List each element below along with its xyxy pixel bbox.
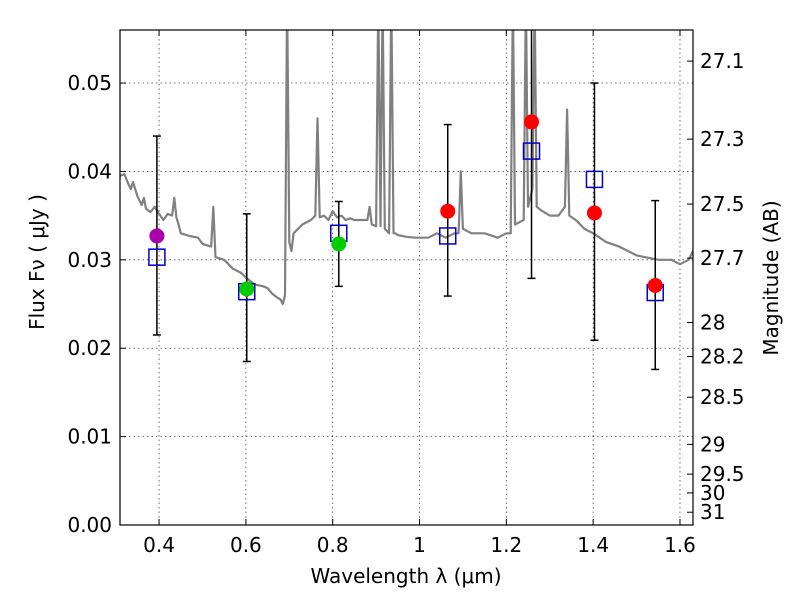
observed-point: [149, 228, 165, 244]
y2-tick-label: 28: [700, 311, 725, 335]
x-tick-label: 0.6: [230, 533, 262, 557]
y2-tick-label: 31: [700, 500, 725, 524]
observed-point: [239, 281, 255, 297]
model-square: [522, 142, 541, 160]
model-square: [438, 227, 457, 245]
errorbar-layer: [152, 30, 660, 371]
observed-point: [586, 205, 602, 221]
y-tick-label: 0.01: [67, 425, 112, 449]
y2-tick-label: 27.5: [700, 192, 745, 216]
plot-frame: [119, 29, 694, 526]
model-square-layer: [148, 142, 664, 302]
x-tick-label: 1.4: [577, 533, 609, 557]
x-tick-label: 1: [413, 533, 426, 557]
y2-tick-label: 28.5: [700, 385, 745, 409]
y-tick-label: 0.00: [67, 513, 112, 537]
x-tick-label: 0.4: [143, 533, 175, 557]
y2-tick-label: 30: [700, 481, 725, 505]
model-square: [148, 248, 166, 266]
x-axis-title: Wavelength λ (μm): [310, 564, 501, 588]
x-tick-label: 0.8: [317, 533, 349, 557]
y-axis: 0.00 0.01 0.02 0.03 0.04 0.05: [67, 71, 126, 537]
y2-axis-title: Magnitude (AB): [759, 200, 783, 355]
x-tick-label: 1.2: [490, 533, 522, 557]
model-square: [585, 170, 604, 189]
observed-point: [331, 236, 347, 252]
observed-point: [440, 203, 456, 219]
y-tick-label: 0.02: [67, 336, 112, 360]
x-tick-label: 1.6: [664, 533, 696, 557]
y-tick-label: 0.03: [67, 248, 112, 272]
y-tick-label: 0.05: [67, 71, 112, 95]
spectrum-layer: [120, 30, 693, 306]
grid: [120, 30, 693, 525]
y2-tick-label: 29: [700, 432, 725, 456]
y-tick-label: 0.04: [67, 159, 112, 183]
y2-tick-label: 27.1: [700, 49, 745, 73]
model-spectrum-line: [120, 30, 693, 306]
y2-tick-label: 27.3: [700, 127, 745, 151]
y2-tick-label: 28.2: [700, 345, 745, 369]
y2-tick-label: 29.5: [700, 462, 745, 486]
observed-point: [524, 114, 540, 130]
observed-point-layer: [149, 114, 663, 297]
observed-point: [647, 277, 663, 293]
x-axis: 0.4 0.6 0.8 1 1.2 1.4 1.6: [143, 30, 696, 557]
y2-tick-label: 27.7: [700, 246, 745, 270]
y-axis-title: Flux Fν ( μJy ): [25, 194, 49, 330]
